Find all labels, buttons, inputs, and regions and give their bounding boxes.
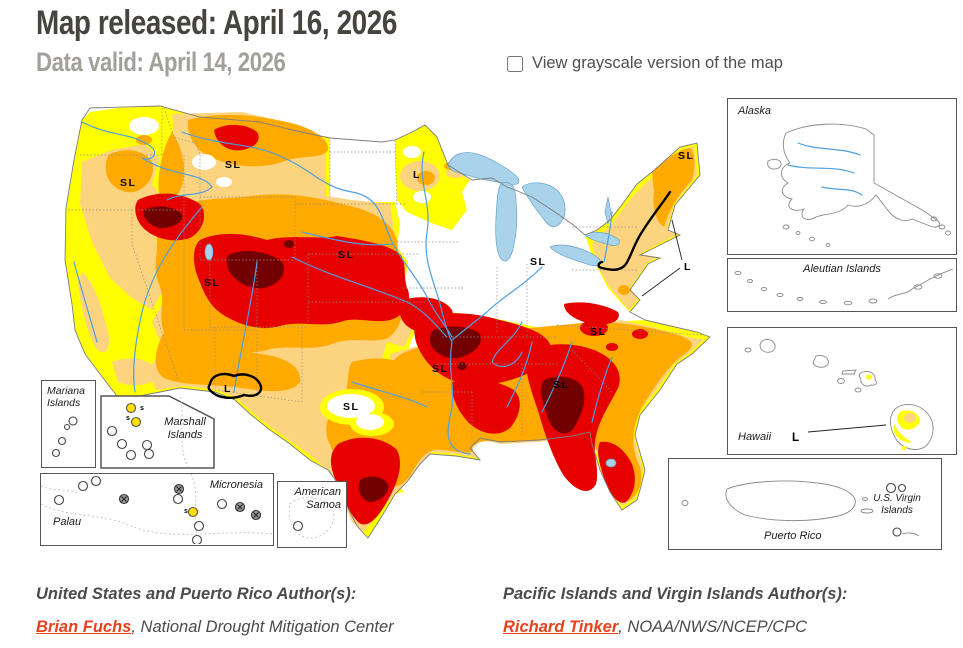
- author-link-richard-tinker[interactable]: Richard Tinker: [503, 618, 619, 636]
- puerto-rico-label: Puerto Rico: [764, 530, 822, 543]
- mariana-map: [51, 416, 78, 458]
- island-marker: [885, 482, 897, 494]
- marshall-markers: ss: [106, 402, 155, 461]
- island-marker: [130, 416, 142, 428]
- alaska-map: [767, 123, 951, 247]
- map-region-label: SL: [343, 401, 359, 413]
- authors-us-line: Brian Fuchs, National Drought Mitigation…: [36, 611, 394, 644]
- page-title: Map released: April 16, 2026: [36, 4, 397, 42]
- hawaii-label: Hawaii: [738, 431, 772, 444]
- island-marker: [51, 448, 61, 458]
- conus-outline: [64, 105, 711, 539]
- island-marker: [143, 448, 155, 460]
- map-region-label: SL: [338, 249, 354, 261]
- hawaii-pointer-label: L: [792, 432, 800, 444]
- inset-puerto-rico: Puerto Rico U.S. Virgin Islands: [668, 458, 942, 550]
- palau-micronesia-map: s: [41, 474, 272, 544]
- grayscale-checkbox[interactable]: [507, 55, 523, 72]
- island-marker: [57, 436, 67, 446]
- map-region-label: L: [413, 169, 420, 181]
- island-marker: [106, 425, 118, 437]
- island-marker: [141, 439, 153, 451]
- american-samoa-label: American Samoa: [294, 486, 341, 511]
- author-link-brian-fuchs[interactable]: Brian Fuchs: [36, 618, 132, 636]
- inset-mariana-islands: Mariana Islands: [41, 380, 96, 468]
- inset-aleutian-islands: Aleutian Islands: [727, 258, 957, 312]
- state-borders-layer: [68, 107, 703, 450]
- map-region-label: SL: [678, 150, 694, 162]
- no-data-cross-icon: [121, 496, 127, 502]
- hawaii-map: [744, 339, 934, 450]
- mariana-label: Mariana Islands: [47, 385, 85, 410]
- authors-us-heading: United States and Puerto Rico Author(s):: [36, 585, 357, 603]
- inset-palau-micronesia: Palau Micronesia s: [40, 473, 274, 546]
- s-marker-label: s: [126, 415, 130, 422]
- alaska-label: Alaska: [738, 105, 772, 117]
- palau-markers: s: [53, 475, 262, 544]
- island-marker: [193, 520, 205, 532]
- island-marker: [191, 534, 203, 544]
- map-region-label: L: [684, 261, 691, 273]
- map-region-label: L: [224, 383, 231, 395]
- map-region-label: SL: [553, 379, 569, 391]
- island-marker: [292, 520, 304, 532]
- drought-boundary-lines: [207, 190, 683, 400]
- rivers-layer: [73, 121, 613, 455]
- authors-pacific-heading: Pacific Islands and Virgin Islands Autho…: [503, 585, 848, 603]
- inset-alaska: Alaska: [727, 98, 957, 255]
- no-data-cross-icon: [237, 504, 243, 510]
- no-data-cross-icon: [176, 486, 182, 492]
- no-data-cross-icon: [253, 512, 259, 518]
- usvi-markers: [885, 482, 907, 537]
- island-marker: [53, 494, 65, 506]
- aleutian-map: [734, 268, 954, 306]
- puerto-rico-map: [681, 480, 920, 537]
- island-marker: [216, 498, 228, 510]
- inset-hawaii: Hawaii L: [727, 327, 957, 455]
- map-region-labels: SL SL SL SL L SL SL L SL SL SL SL L: [120, 150, 694, 413]
- conus-map-svg: SL SL SL SL L SL SL L SL SL SL SL L: [64, 105, 711, 539]
- s-marker-label: s: [140, 405, 144, 412]
- conus-map: SL SL SL SL L SL SL L SL SL SL SL L: [52, 92, 722, 542]
- island-marker: [116, 438, 128, 450]
- authors-us-affiliation: , National Drought Mitigation Center: [131, 618, 394, 636]
- island-marker: [172, 493, 184, 505]
- map-region-label: SL: [225, 159, 241, 171]
- map-region-label: SL: [590, 326, 606, 338]
- mariana-markers: [51, 416, 78, 458]
- map-region-label: SL: [120, 177, 136, 189]
- samoa-markers: [292, 520, 304, 532]
- data-valid-subtitle: Data valid: April 14, 2026: [36, 47, 286, 77]
- map-region-label: SL: [432, 363, 448, 375]
- map-region-label: SL: [530, 256, 546, 268]
- authors-us: United States and Puerto Rico Author(s):…: [36, 578, 394, 644]
- inset-american-samoa: American Samoa: [277, 481, 347, 548]
- island-marker: [897, 483, 907, 493]
- island-marker: [125, 402, 137, 414]
- island-marker: [125, 449, 137, 461]
- micronesia-label: Micronesia: [209, 479, 263, 491]
- palau-label: Palau: [53, 516, 82, 528]
- grayscale-label[interactable]: View grayscale version of the map: [532, 54, 783, 72]
- island-marker: [187, 506, 199, 518]
- island-marker: [90, 475, 102, 487]
- marshall-map: ss: [100, 395, 215, 469]
- map-region-label: SL: [204, 277, 220, 289]
- island-marker: [77, 480, 89, 492]
- s-marker-label: s: [184, 508, 188, 515]
- usvi-label: U.S. Virgin Islands: [873, 493, 921, 516]
- grayscale-control: View grayscale version of the map: [507, 54, 783, 73]
- american-samoa-map: [288, 497, 335, 539]
- authors-pacific-line: Richard Tinker, NOAA/NWS/NCEP/CPC: [503, 611, 847, 644]
- aleutian-label: Aleutian Islands: [803, 263, 881, 275]
- authors-pacific: Pacific Islands and Virgin Islands Autho…: [503, 578, 847, 644]
- authors-pacific-affiliation: , NOAA/NWS/NCEP/CPC: [618, 618, 808, 636]
- island-marker: [68, 416, 78, 426]
- island-marker: [63, 423, 71, 431]
- island-marker: [892, 527, 902, 537]
- marshall-label: Marshall Islands: [164, 416, 206, 441]
